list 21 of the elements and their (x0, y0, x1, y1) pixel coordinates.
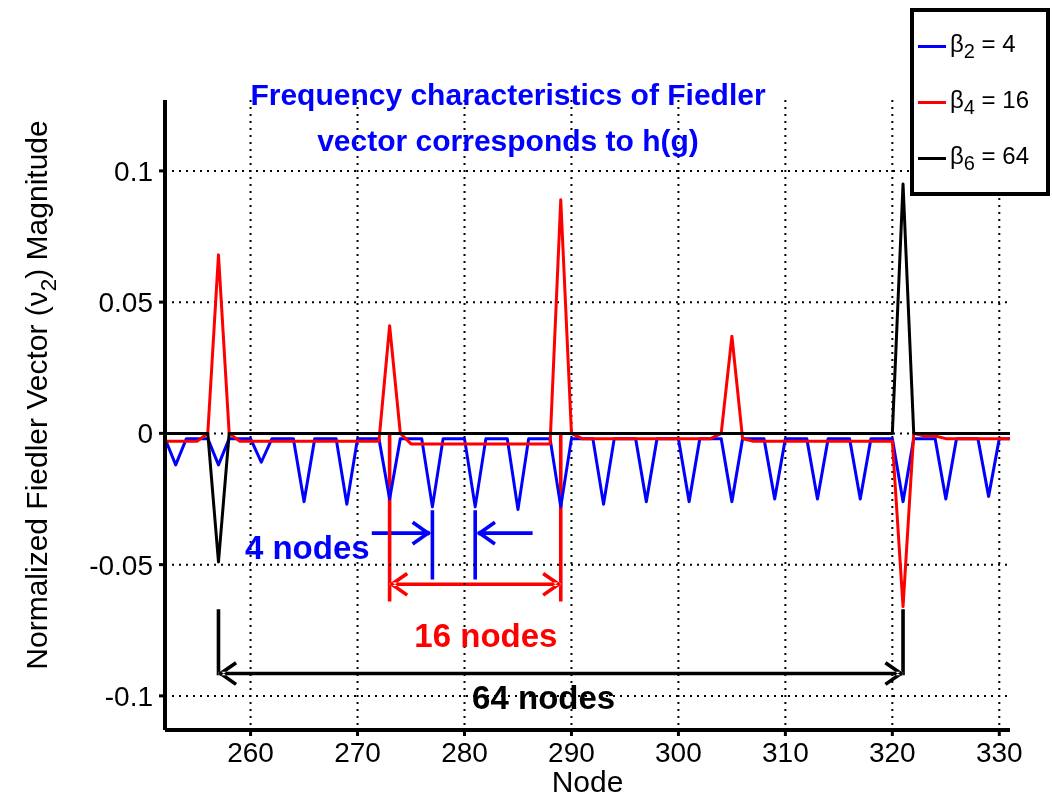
legend-label: β$_{4}$ = 16 (950, 85, 1029, 119)
x-tick-label: 330 (975, 736, 1023, 768)
annotation: 4 nodes (244, 529, 370, 567)
chart-title: Frequency characteristics of Fiedler vector corresponds to h(g) (249, 77, 767, 159)
x-tick-label: 310 (762, 736, 809, 768)
y-tick-label: -0.05 (89, 549, 153, 581)
legend-label: β$_{6}$ = 64 (950, 141, 1029, 175)
x-tick-label: 260 (227, 736, 274, 768)
annotation: 64 nodes (472, 678, 616, 716)
x-tick-label: 320 (868, 736, 916, 768)
annotation: 16 nodes (414, 617, 558, 654)
x-tick-label: 290 (548, 736, 595, 768)
y-tick-label: 0.05 (98, 287, 153, 319)
x-tick-label: 270 (334, 736, 381, 768)
legend-label: β$_{2}$ = 4 (950, 29, 1016, 63)
y-tick-label: -0.1 (104, 680, 153, 712)
x-tick-label: 280 (441, 736, 488, 768)
y-tick-label: 0.1 (114, 155, 153, 187)
x-axis-title: Node (551, 765, 624, 798)
x-tick-label: 300 (655, 736, 702, 768)
y-tick-label: 0 (137, 418, 153, 450)
